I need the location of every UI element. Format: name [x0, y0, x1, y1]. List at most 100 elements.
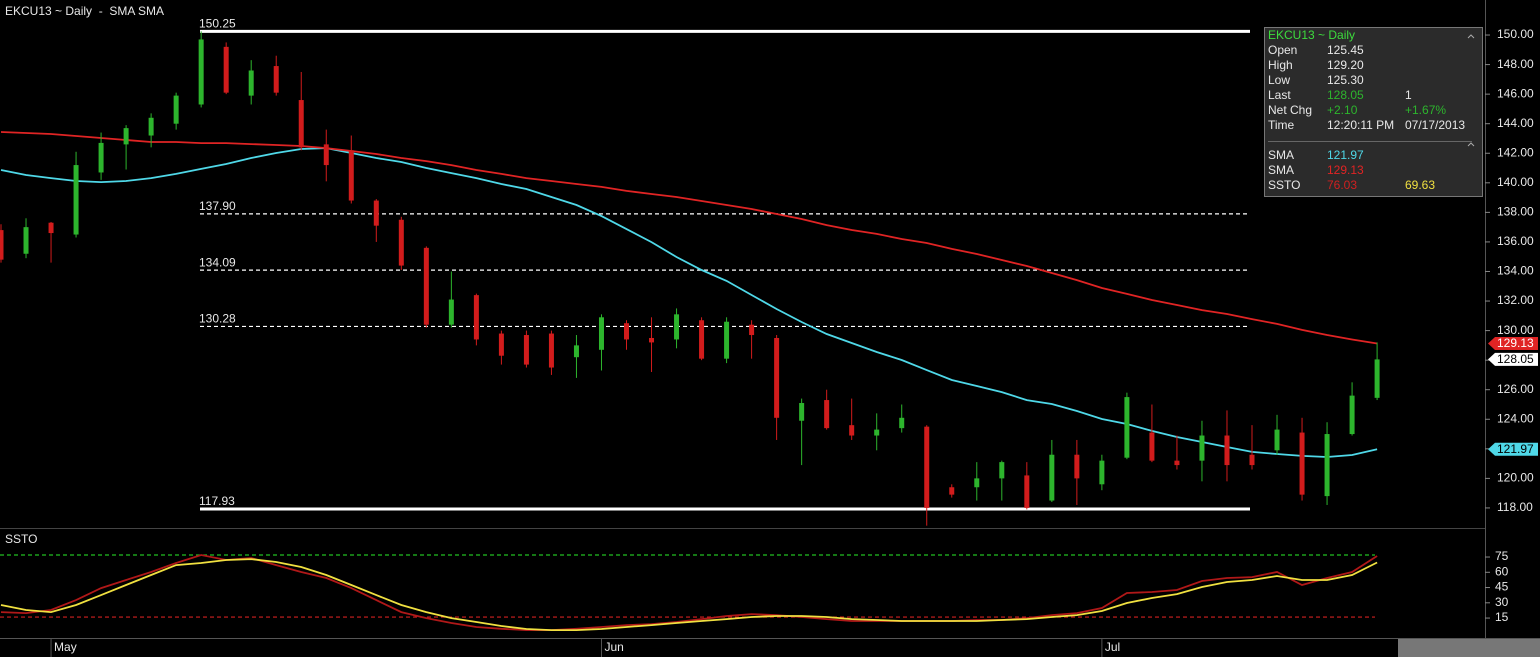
fib-label: 150.25	[199, 17, 236, 31]
info-label: SMA	[1268, 163, 1294, 177]
info-label: Low	[1268, 73, 1290, 87]
candle-body	[123, 128, 129, 145]
candle-body	[924, 426, 930, 508]
info-value: 125.30	[1327, 73, 1364, 87]
candle-body	[348, 150, 354, 201]
candle-body	[1074, 454, 1080, 479]
info-label: Last	[1268, 88, 1291, 102]
candle-body	[1324, 434, 1330, 497]
candle-body	[548, 333, 554, 368]
candle-body	[423, 247, 429, 325]
candle-body	[273, 66, 279, 93]
x-tick-label: May	[54, 640, 77, 654]
info-label: Open	[1268, 43, 1297, 57]
candle-body	[398, 219, 404, 266]
candle-body	[1024, 475, 1030, 508]
info-value: 121.97	[1327, 148, 1364, 162]
candle-body	[1249, 454, 1255, 466]
y-tick-label: 142.00	[1497, 145, 1534, 159]
candle-body	[949, 487, 955, 495]
info-label: Time	[1268, 118, 1295, 132]
candle-body	[974, 478, 980, 488]
y-tick-label: 146.00	[1497, 86, 1534, 100]
y-tick-label: 140.00	[1497, 175, 1534, 189]
y-tick-label: 144.00	[1497, 116, 1534, 130]
info-title: EKCU13 ~ Daily	[1268, 28, 1355, 42]
info-value: 128.05	[1327, 88, 1364, 102]
candle-body	[498, 333, 504, 356]
price-tag-label: 121.97	[1497, 442, 1534, 456]
y-tick-label: 132.00	[1497, 293, 1534, 307]
candle-body	[824, 400, 830, 429]
candle-body	[598, 317, 604, 350]
info-value: 1	[1405, 88, 1412, 102]
candle-body	[1349, 395, 1355, 435]
candle-body	[298, 100, 304, 148]
candle-body	[373, 200, 379, 226]
candle-body	[849, 425, 855, 436]
candle-body	[473, 295, 479, 340]
candle-body	[573, 345, 579, 358]
candle-body	[899, 417, 905, 429]
y-tick-label: 150.00	[1497, 27, 1534, 41]
fib-label: 130.28	[199, 312, 236, 326]
candle-body	[23, 227, 29, 254]
candle-body	[48, 222, 54, 234]
plot-area: 150.00 148.00 146.00 144.00 142.00 140.00 138.…	[0, 17, 1538, 657]
candle-body	[1174, 460, 1180, 466]
info-value: 07/17/2013	[1405, 118, 1465, 132]
candle-body	[1274, 429, 1280, 451]
sma-line	[0, 131, 1378, 345]
y-tick-label: 130.00	[1497, 323, 1534, 337]
info-value: 12:20:11 PM	[1327, 118, 1394, 132]
x-tick-label: Jul	[1105, 640, 1120, 654]
price-tag	[1488, 442, 1538, 456]
y-tick-label: 118.00	[1497, 500, 1533, 514]
x-tick-label: Jun	[604, 640, 623, 654]
info-collapse-icon[interactable]	[1467, 34, 1475, 147]
candle-body	[248, 70, 254, 96]
candle-body	[1149, 432, 1155, 461]
candle-body	[649, 337, 655, 343]
info-label: SSTO	[1268, 178, 1300, 192]
candle-body	[0, 230, 4, 260]
candle-body	[799, 403, 805, 421]
candle-body	[624, 323, 629, 340]
info-label: High	[1268, 58, 1293, 72]
info-value: 69.63	[1405, 178, 1435, 192]
candle-body	[749, 324, 755, 336]
candle-body	[98, 142, 104, 173]
candle-body	[148, 117, 154, 136]
candle-body	[1099, 460, 1105, 485]
info-value: 129.20	[1327, 58, 1364, 72]
price-tag-label: 128.05	[1497, 352, 1534, 366]
candle-body	[173, 95, 179, 124]
candle-body	[1299, 432, 1305, 495]
candle-body	[73, 165, 79, 235]
scrollbar[interactable]	[1398, 639, 1540, 657]
sma-line	[0, 147, 1378, 458]
info-label: SMA	[1268, 148, 1294, 162]
candle-body	[1199, 435, 1205, 461]
candle-body	[223, 46, 229, 93]
y-tick-label: 124.00	[1497, 411, 1534, 425]
y-tick-label: 15	[1495, 610, 1509, 624]
info-value: 125.45	[1327, 43, 1364, 57]
candle-body	[523, 335, 529, 365]
candle-body	[1374, 359, 1380, 398]
candle-body	[699, 320, 705, 359]
candle-body	[1224, 435, 1230, 466]
y-tick-label: 148.00	[1497, 57, 1534, 71]
candle-body	[1124, 397, 1130, 458]
info-box-frame	[1264, 27, 1483, 197]
info-label: Net Chg	[1268, 103, 1312, 117]
info-value: +2.10	[1327, 103, 1358, 117]
ssto-line	[0, 558, 1378, 631]
candle-body	[323, 144, 329, 166]
y-tick-label: 134.00	[1497, 264, 1534, 278]
y-tick-label: 45	[1495, 580, 1509, 594]
candle-body	[198, 39, 204, 105]
candle-body	[724, 321, 730, 359]
y-tick-label: 138.00	[1497, 205, 1534, 219]
